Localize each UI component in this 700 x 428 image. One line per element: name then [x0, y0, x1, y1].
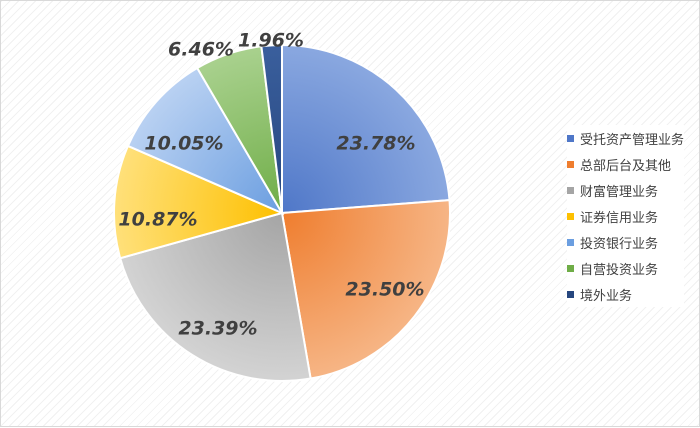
legend-item: 财富管理业务	[567, 177, 684, 203]
legend-item: 证券信用业务	[567, 203, 684, 229]
legend-swatch	[567, 238, 574, 246]
pie-labels: 23.78% 23.50% 23.39% 10.87% 10.05% 6.46% 1.96%	[118, 30, 424, 340]
legend-label: 证券信用业务	[580, 210, 659, 226]
legend-label: 自营投资业务	[580, 262, 659, 278]
slice-label-1: 23.78%	[336, 133, 415, 155]
legend-swatch	[567, 212, 574, 220]
pie-slice-1	[281, 43, 451, 215]
slice-label-6: 6.46%	[168, 39, 234, 61]
legend-item: 境外业务	[567, 281, 684, 307]
slice-label-3: 23.39%	[178, 318, 257, 340]
legend-swatch	[567, 134, 574, 142]
slice-label-5: 10.05%	[144, 133, 223, 155]
legend-item: 受托资产管理业务	[567, 125, 684, 151]
legend-label: 受托资产管理业务	[580, 132, 685, 148]
pie-slice-5	[126, 66, 285, 216]
legend-label: 财富管理业务	[580, 184, 659, 200]
legend-label: 境外业务	[580, 288, 633, 304]
legend-item: 投资银行业务	[567, 229, 684, 255]
pie-slice-7	[260, 43, 283, 214]
legend-item: 总部后台及其他	[567, 151, 684, 177]
slice-label-2: 23.50%	[345, 279, 424, 301]
legend-item: 自营投资业务	[567, 255, 684, 281]
legend: 受托资产管理业务 总部后台及其他 财富管理业务 证券信用业务 投资银行业务 自营投资业务境…	[567, 125, 685, 307]
legend-label: 投资银行业务	[580, 236, 659, 252]
pie-slice-3	[118, 211, 312, 382]
legend-swatch	[567, 160, 574, 168]
pie-slice-4	[113, 144, 285, 260]
slice-label-7: 1.96%	[238, 30, 304, 52]
legend-label: 总部后台及其他	[580, 158, 672, 174]
legend-swatch	[567, 186, 574, 194]
legend-swatch	[567, 264, 574, 272]
pie-slices	[113, 43, 451, 382]
pie-slice-2	[280, 199, 451, 380]
legend-swatch	[567, 290, 574, 298]
slice-label-4: 10.87%	[118, 209, 197, 231]
